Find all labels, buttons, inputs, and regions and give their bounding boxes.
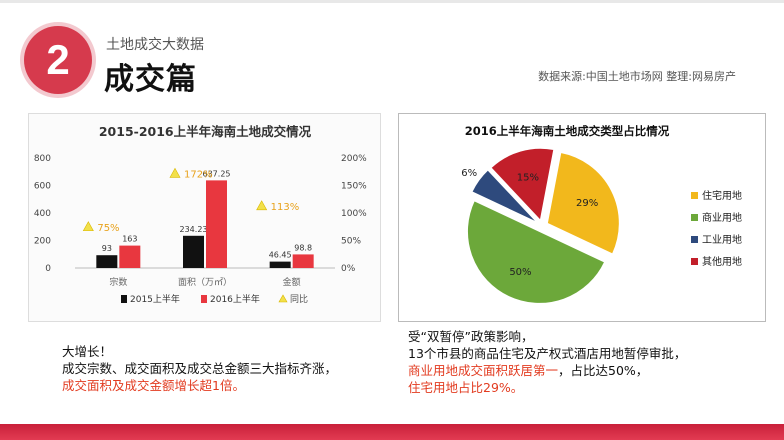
legend-swatch: [278, 294, 288, 303]
pie-chart-title: 2016上半年海南土地成交类型占比情况: [465, 124, 670, 138]
bar-value-label: 163: [122, 235, 137, 244]
growth-marker: [256, 200, 268, 211]
legend-label: 其他用地: [702, 255, 742, 268]
left-summary: 大增长！ 成交宗数、成交面积及成交总金额三大指标齐涨， 成交面积及成交金额增长超…: [62, 343, 337, 394]
right-summary-line2: 13个市县的商品住宅及产权式酒店用地暂停审批，: [408, 346, 687, 361]
pie-slice-label: 6%: [461, 168, 477, 179]
legend-swatch: [201, 295, 207, 303]
pie-slice: [471, 169, 538, 223]
growth-label: 75%: [97, 223, 119, 234]
right-summary-line4: 住宅用地占比29%。: [408, 380, 524, 395]
bar-2016: [292, 254, 314, 268]
y-tick-label: 600: [34, 182, 51, 192]
section-number: 2: [46, 36, 70, 83]
top-border: [0, 0, 784, 3]
y2-tick-label: 100%: [341, 209, 367, 219]
pie-slice: [467, 200, 606, 304]
y-tick-label: 0: [45, 264, 51, 274]
bar-chart: 2015-2016上半年海南土地成交情况 800 600 400 200 0 200% 1…: [34, 124, 367, 305]
right-summary-line3: 商业用地成交面积跃居第一，占比达50%，: [408, 362, 686, 379]
pie-chart-card: 2016上半年海南土地成交类型占比情况 29% 50% 6% 15% 住宅用地商业用地…: [398, 113, 766, 322]
legend-label: 商业用地: [702, 211, 742, 224]
right-summary-highlight: 商业用地成交面积跃居第一: [408, 363, 559, 378]
y2-tick-label: 50%: [341, 237, 361, 247]
section-kicker: 土地成交大数据: [106, 37, 204, 53]
bar-2015: [183, 235, 204, 268]
left-summary-line3: 成交面积及成交金额增长超1倍。: [62, 378, 245, 393]
pie-slice-label: 50%: [509, 267, 531, 278]
y-tick-label: 800: [34, 154, 51, 164]
bar-2016: [206, 180, 227, 268]
y-tick-label: 400: [34, 209, 51, 219]
legend-swatch: [691, 258, 698, 265]
growth-label: 172%: [184, 169, 213, 180]
bar-chart-title: 2015-2016上半年海南土地成交情况: [99, 124, 312, 139]
bar-value-label: 98.8: [294, 243, 312, 252]
legend-swatch: [691, 214, 698, 221]
x-tick-label: 金额: [283, 276, 301, 288]
page-title: 成交篇: [104, 62, 197, 97]
pie-slice: [546, 151, 620, 255]
right-summary: 受“双暂停”政策影响， 13个市县的商品住宅及产权式酒店用地暂停审批， 商业用地…: [408, 328, 686, 396]
bar-value-label: 93: [102, 244, 112, 253]
growth-label: 113%: [271, 202, 300, 213]
section-number-badge: 2: [24, 26, 92, 94]
right-summary-line3-tail: ，占比达50%，: [558, 363, 649, 378]
data-source: 数据来源:中国土地市场网 整理:网易房产: [538, 70, 736, 83]
right-summary-line1: 受“双暂停”政策影响，: [408, 329, 534, 344]
legend-label: 2015上半年: [130, 293, 180, 305]
legend-swatch: [691, 236, 698, 243]
x-tick-label: 面积（万㎡）: [178, 276, 232, 288]
x-tick-label: 宗数: [109, 276, 127, 288]
left-summary-line1: 大增长！: [62, 344, 113, 359]
y2-tick-label: 150%: [341, 182, 367, 192]
pie-slice-label: 15%: [517, 172, 539, 183]
pie-chart: 2016上半年海南土地成交类型占比情况 29% 50% 6% 15% 住宅用地商业用地…: [461, 124, 742, 304]
bottom-accent-bar: [0, 424, 784, 440]
bar-value-label: 637.25: [203, 169, 231, 178]
bar-2015: [269, 261, 291, 268]
bar-value-label: 46.45: [269, 251, 292, 260]
y2-tick-label: 0%: [341, 264, 356, 274]
pie-slice-label: 29%: [576, 198, 598, 209]
bar-2015: [96, 255, 118, 268]
legend-label: 工业用地: [702, 233, 742, 246]
legend-swatch: [691, 192, 698, 199]
bar-value-label: 234.23: [180, 225, 208, 234]
y-tick-label: 200: [34, 237, 51, 247]
pie-slice: [490, 147, 555, 222]
bar-chart-card: 2015-2016上半年海南土地成交情况 800 600 400 200 0 200% 1…: [28, 113, 381, 322]
legend-label: 2016上半年: [210, 293, 260, 305]
growth-marker: [169, 167, 181, 178]
legend-label: 住宅用地: [702, 189, 742, 202]
left-summary-line2: 成交宗数、成交面积及成交总金额三大指标齐涨，: [62, 361, 338, 376]
bar-2016: [119, 245, 141, 268]
growth-marker: [82, 221, 94, 232]
legend-swatch: [121, 295, 127, 303]
y2-tick-label: 200%: [341, 154, 367, 164]
legend-label: 同比: [290, 293, 308, 305]
